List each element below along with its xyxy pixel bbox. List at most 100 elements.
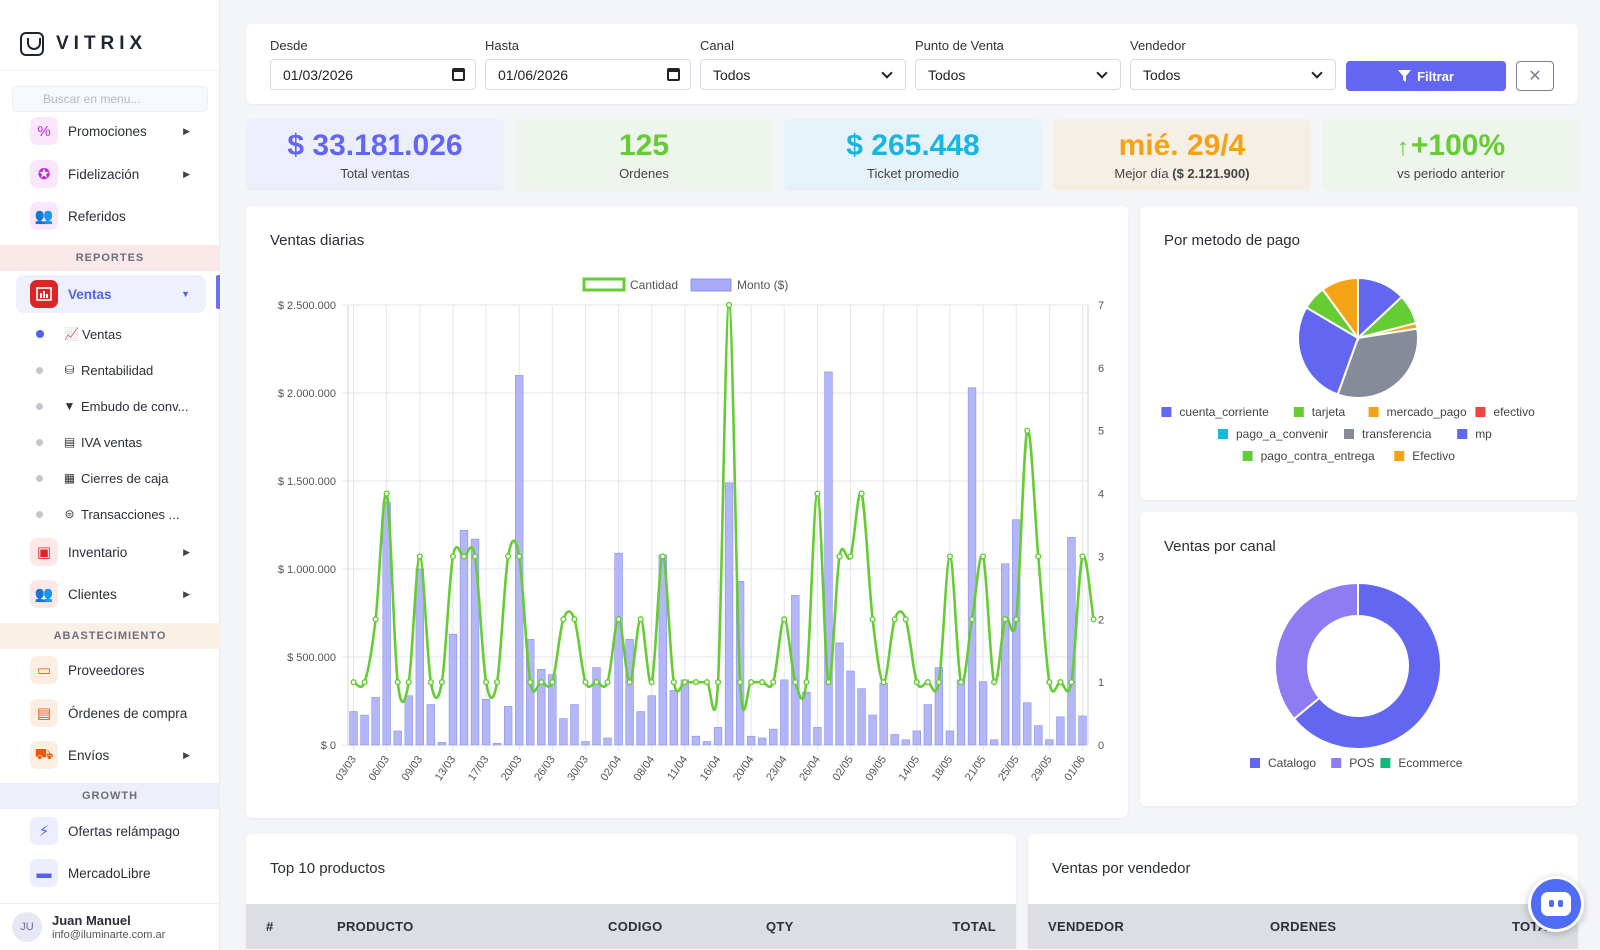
legend-label[interactable]: POS — [1349, 756, 1374, 770]
bar-monto[interactable] — [448, 633, 458, 746]
col-codigo[interactable]: CODIGO — [608, 919, 663, 934]
point-cantidad[interactable] — [394, 679, 401, 686]
bar-monto[interactable] — [1023, 702, 1032, 746]
canal-select[interactable]: Todos — [700, 59, 906, 90]
point-cantidad[interactable] — [482, 679, 490, 686]
bar-monto[interactable] — [636, 711, 645, 746]
point-cantidad[interactable] — [416, 553, 423, 560]
bar-monto[interactable] — [1034, 725, 1043, 746]
point-cantidad[interactable] — [571, 616, 578, 623]
legend-label[interactable]: transferencia — [1362, 427, 1432, 441]
point-cantidad[interactable] — [935, 679, 942, 686]
point-cantidad[interactable] — [1002, 616, 1009, 623]
legend-label[interactable]: Ecommerce — [1398, 756, 1462, 770]
bar-monto[interactable] — [901, 739, 910, 746]
point-cantidad[interactable] — [405, 679, 412, 686]
point-cantidad[interactable] — [703, 679, 711, 686]
bar-monto[interactable] — [769, 728, 778, 746]
point-cantidad[interactable] — [924, 679, 931, 686]
bar-monto[interactable] — [570, 704, 579, 746]
bar-monto[interactable] — [393, 730, 402, 746]
bar-monto[interactable] — [669, 690, 678, 746]
bar-monto[interactable] — [824, 371, 833, 746]
sidebar-item-ofertas-rel-mpago[interactable]: ⚡ Ofertas relámpago — [16, 812, 206, 850]
point-cantidad[interactable] — [449, 553, 457, 560]
vendedor-select[interactable]: Todos — [1130, 59, 1336, 90]
sidebar-item-proveedores[interactable]: ▭ Proveedores — [16, 651, 206, 689]
bar-monto[interactable] — [603, 737, 612, 746]
bar-monto[interactable] — [724, 482, 734, 746]
bar-monto[interactable] — [956, 679, 966, 746]
chatbot-button[interactable] — [1528, 876, 1584, 932]
point-cantidad[interactable] — [659, 553, 666, 560]
col-ordenes[interactable]: ORDENES — [1270, 919, 1337, 934]
bar-monto[interactable] — [581, 741, 590, 746]
bar-monto[interactable] — [1000, 563, 1010, 746]
bar-monto[interactable] — [437, 742, 447, 746]
bar-monto[interactable] — [978, 681, 988, 746]
point-cantidad[interactable] — [1013, 616, 1020, 623]
bar-monto[interactable] — [989, 739, 999, 746]
bar-monto[interactable] — [802, 691, 811, 746]
bar-monto[interactable] — [559, 718, 568, 746]
bar-monto[interactable] — [426, 704, 436, 746]
sidebar-item-referidos[interactable]: 👥 Referidos — [16, 197, 206, 235]
point-cantidad[interactable] — [814, 490, 821, 497]
legend-label[interactable]: tarjeta — [1312, 405, 1346, 419]
point-cantidad[interactable] — [350, 679, 357, 686]
bar-monto[interactable] — [758, 737, 767, 746]
sidebar-subitem[interactable]: ▼ Embudo de conv... — [36, 392, 188, 420]
point-cantidad[interactable] — [847, 553, 854, 560]
point-cantidad[interactable] — [781, 616, 788, 623]
bar-monto[interactable] — [592, 667, 601, 746]
point-cantidad[interactable] — [1035, 553, 1042, 560]
bar-monto[interactable] — [890, 734, 899, 746]
point-cantidad[interactable] — [946, 553, 954, 560]
point-cantidad[interactable] — [803, 679, 810, 686]
point-cantidad[interactable] — [880, 679, 887, 686]
sidebar-item-ventas[interactable]: Ventas ▼ — [16, 275, 206, 313]
point-cantidad[interactable] — [637, 616, 644, 623]
bar-monto[interactable] — [846, 670, 855, 746]
legend-label-cantidad[interactable]: Cantidad — [630, 278, 678, 292]
legend-label[interactable]: efectivo — [1493, 405, 1535, 419]
point-cantidad[interactable] — [1024, 427, 1031, 434]
point-cantidad[interactable] — [560, 616, 567, 623]
point-cantidad[interactable] — [968, 616, 976, 623]
bar-monto[interactable] — [349, 711, 358, 746]
point-cantidad[interactable] — [516, 553, 523, 560]
point-cantidad[interactable] — [681, 679, 688, 686]
point-cantidad[interactable] — [770, 679, 777, 686]
point-cantidad[interactable] — [626, 679, 633, 686]
point-cantidad[interactable] — [957, 679, 965, 686]
point-cantidad[interactable] — [792, 679, 799, 686]
point-cantidad[interactable] — [427, 679, 434, 686]
bar-monto[interactable] — [1056, 716, 1065, 746]
point-cantidad[interactable] — [471, 553, 479, 560]
point-cantidad[interactable] — [1046, 679, 1053, 686]
sidebar-item-env-os[interactable]: ⛟ Envíos ▶ — [16, 736, 206, 774]
bar-monto[interactable] — [680, 679, 690, 746]
point-cantidad[interactable] — [538, 679, 545, 686]
sidebar-item-fidelizaci-n[interactable]: ✪ Fidelización ▶ — [16, 155, 206, 193]
legend-label[interactable]: mp — [1475, 427, 1492, 441]
point-cantidad[interactable] — [836, 553, 843, 560]
sidebar-item-mercadolibre[interactable]: ▬ MercadoLibre — [16, 854, 206, 892]
bar-monto[interactable] — [868, 714, 877, 746]
point-cantidad[interactable] — [593, 679, 600, 686]
slice-pos[interactable] — [1274, 581, 1359, 721]
bar-monto[interactable] — [1045, 739, 1054, 746]
sidebar-item-inventario[interactable]: ▣ Inventario ▶ — [16, 533, 206, 571]
point-cantidad[interactable] — [692, 679, 700, 686]
bar-monto[interactable] — [614, 552, 623, 746]
point-cantidad[interactable] — [991, 679, 998, 686]
legend-label[interactable]: mercado_pago — [1387, 405, 1467, 419]
bar-monto[interactable] — [945, 730, 955, 746]
sidebar-subitem[interactable]: ▤ IVA ventas — [36, 428, 142, 456]
col-producto[interactable]: PRODUCTO — [337, 919, 414, 934]
bar-monto[interactable] — [934, 667, 944, 746]
point-cantidad[interactable] — [383, 490, 390, 497]
bar-monto[interactable] — [713, 727, 723, 746]
menu-search-input[interactable]: Buscar en menu... — [12, 86, 208, 112]
point-cantidad[interactable] — [858, 490, 865, 497]
